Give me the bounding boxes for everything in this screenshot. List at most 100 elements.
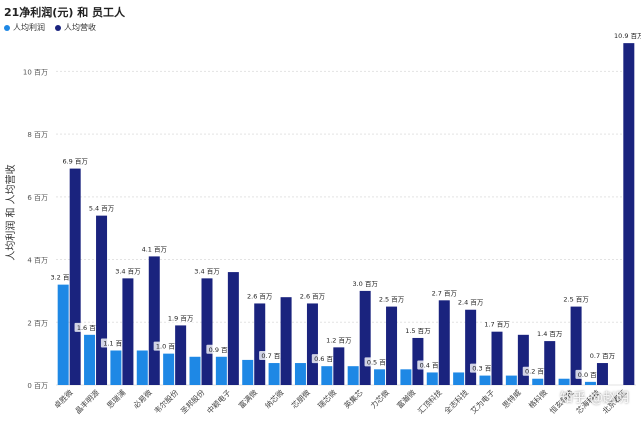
profit-bar xyxy=(321,366,333,385)
x-tick-label: 思瑞浦 xyxy=(104,387,127,410)
data-label-bg xyxy=(587,351,618,361)
y-tick-label: 4 百万 xyxy=(27,257,48,265)
profit-data-label: 0.4 百万 xyxy=(420,361,446,369)
profit-data-label: 0.3 百万 xyxy=(472,365,498,373)
profit-data-label: 0.5 百万 xyxy=(367,358,393,366)
x-tick-label: 富瀚微 xyxy=(394,387,417,410)
revenue-data-label: 1.5 百万 xyxy=(405,327,431,335)
revenue-data-label: 6.9 百万 xyxy=(62,158,88,166)
y-tick-label: 0 百万 xyxy=(27,382,48,390)
revenue-bar xyxy=(623,43,635,386)
profit-bar xyxy=(189,356,201,385)
revenue-data-label: 2.7 百万 xyxy=(432,289,458,297)
revenue-bar xyxy=(333,347,345,385)
revenue-bar xyxy=(69,168,81,385)
revenue-data-label: 1.2 百万 xyxy=(326,336,352,344)
revenue-bar xyxy=(148,256,160,385)
legend-label-revenue: 人均营收 xyxy=(64,23,96,32)
data-label-bg xyxy=(376,294,407,304)
revenue-bar xyxy=(201,278,213,385)
profit-bar xyxy=(426,372,438,385)
watermark: 知乎 @赵明 xyxy=(559,391,629,406)
revenue-data-label: 4.1 百万 xyxy=(142,245,168,253)
data-label-bg xyxy=(192,266,222,276)
profit-bar xyxy=(215,356,227,385)
profit-bar xyxy=(532,378,544,385)
profit-bar xyxy=(558,378,570,385)
profit-data-label: 1.1 百万 xyxy=(103,340,129,348)
revenue-data-label: 5.4 百万 xyxy=(89,205,115,213)
profit-data-label: 0.7 百万 xyxy=(261,352,287,360)
revenue-bar xyxy=(280,297,292,385)
revenue-bar xyxy=(596,363,608,385)
x-tick-label: 汇顶科技 xyxy=(415,387,444,416)
revenue-data-label: 1.4 百万 xyxy=(537,330,563,338)
profit-bar xyxy=(268,363,280,385)
y-tick-label: 10 百万 xyxy=(23,68,48,76)
profit-bar xyxy=(374,369,386,385)
revenue-bar xyxy=(517,334,529,385)
profit-bar xyxy=(479,375,491,385)
y-tick-label: 8 百万 xyxy=(27,131,48,139)
revenue-bar xyxy=(122,278,134,385)
revenue-bar xyxy=(359,290,371,385)
x-tick-label: 思特威 xyxy=(500,387,523,410)
x-tick-label: 卓胜微 xyxy=(52,387,75,410)
data-label-bg xyxy=(534,329,565,339)
profit-data-label: 0.2 百万 xyxy=(525,368,551,376)
profit-bar xyxy=(136,350,148,385)
x-tick-label: 韦尔股份 xyxy=(152,387,181,416)
y-tick-label: 2 百万 xyxy=(27,319,48,327)
data-label-bg xyxy=(350,278,381,288)
chart-title: 21净利润(元) 和 员工人 xyxy=(4,6,126,19)
revenue-bar xyxy=(254,303,266,385)
data-label-bg xyxy=(60,156,91,166)
data-label-bg xyxy=(455,297,486,307)
legend-item-profit[interactable]: 人均利润 xyxy=(4,22,45,33)
data-label-bg xyxy=(165,313,196,323)
profit-bar xyxy=(294,363,306,385)
x-tick-label: 英集芯 xyxy=(342,387,365,410)
x-tick-label: 晶丰明源 xyxy=(73,387,102,416)
x-tick-label: 芯朋微 xyxy=(289,387,312,410)
profit-bar xyxy=(84,334,96,385)
revenue-bar xyxy=(438,300,450,385)
revenue-data-label: 10.9 百万 xyxy=(614,32,641,40)
revenue-data-label: 0.7 百万 xyxy=(590,352,616,360)
profit-bar xyxy=(347,366,359,385)
x-tick-label: 中颖电子 xyxy=(204,387,233,416)
legend-dot-profit xyxy=(4,24,10,31)
profit-bar xyxy=(242,359,254,385)
profit-data-label: 0.9 百万 xyxy=(209,346,235,354)
revenue-bar xyxy=(96,215,108,385)
data-label-bg xyxy=(402,325,433,335)
profit-data-label: 0.0 百万 xyxy=(578,371,604,379)
data-label-bg xyxy=(244,291,275,301)
profit-bar xyxy=(400,369,412,385)
revenue-data-label: 2.6 百万 xyxy=(300,292,326,300)
legend-dot-revenue xyxy=(55,24,61,31)
revenue-bar xyxy=(465,309,477,385)
revenue-bar xyxy=(175,325,187,385)
x-tick-label: 艾为电子 xyxy=(468,387,497,416)
x-tick-label: 格科微 xyxy=(526,387,549,410)
profit-bar xyxy=(110,350,122,385)
x-tick-label: 瑞芯微 xyxy=(315,387,338,410)
revenue-bar xyxy=(306,303,318,385)
data-label-bg xyxy=(613,31,641,41)
legend-label-profit: 人均利润 xyxy=(13,23,45,32)
x-tick-label: 力芯微 xyxy=(368,387,391,410)
profit-bar xyxy=(505,375,517,385)
profit-data-label: 3.2 百万 xyxy=(50,274,76,282)
legend-item-revenue[interactable]: 人均营收 xyxy=(55,22,96,33)
data-label-bg xyxy=(297,291,328,301)
revenue-data-label: 3.4 百万 xyxy=(194,267,220,275)
revenue-data-label: 2.6 百万 xyxy=(247,292,273,300)
y-axis-label: 人均利润 和 人均营收 xyxy=(4,164,17,260)
revenue-data-label: 2.5 百万 xyxy=(379,296,405,304)
revenue-bar xyxy=(544,341,556,385)
x-tick-label: 纳芯微 xyxy=(263,387,286,410)
legend: 人均利润 人均营收 xyxy=(4,22,96,33)
profit-bar xyxy=(584,381,596,385)
